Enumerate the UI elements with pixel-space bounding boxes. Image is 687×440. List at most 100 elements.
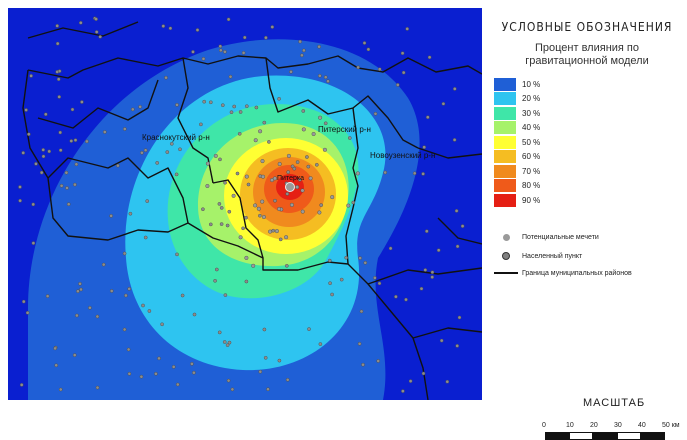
label-novouzensky: Новоузенский р-н [370,151,435,160]
settlement-point [373,276,377,280]
settlement-point [122,251,127,256]
settlement-point [394,294,398,299]
settlement-point [95,314,100,319]
mosque-point [258,129,263,134]
settlement-point [55,41,60,46]
settlement-point [227,209,232,214]
settlement-point [122,327,127,332]
settlement-point [401,389,405,393]
settlement-point [263,355,268,360]
legend-scale-label: 30 % [522,108,541,118]
settlement-point [327,258,332,263]
settlement-point [292,166,297,171]
border-line-icon [494,268,518,278]
settlement-point [422,145,427,149]
mosque-point [261,214,266,219]
legend-scale-row: 90 % [494,193,540,208]
label-krasnokutsky: Краснокутский р-н [142,133,210,142]
mosque-point [253,203,258,208]
settlement-point [351,200,356,205]
settlement-point [214,267,219,272]
settlement-point [175,252,179,257]
settlement-point [242,35,247,40]
settlement-point [58,130,63,135]
scale-tick-label: 10 [566,422,574,429]
settlement-point [317,44,321,49]
settlement-point [73,182,77,187]
legend-mosque-label: Потенциальные мечети [522,233,599,241]
settlement-point [123,127,127,131]
settlement-point [55,70,60,74]
settlement-point [202,99,206,104]
legend-subtitle: Процент влияния по гравитационной модели [492,42,682,68]
settlement-point [361,362,365,367]
settlement-point [154,371,158,376]
settlement-point [95,385,100,390]
settlement-point [128,211,133,216]
settlement-point [101,262,106,267]
settlement-point [94,30,99,34]
settlement-point [109,214,113,218]
settlement-point [445,379,450,384]
legend-settlement-label: Населенный пункт [522,252,583,260]
settlement-point [284,263,289,268]
settlement-point [359,309,364,314]
settlement-point [278,237,283,242]
scale-segment [569,432,593,440]
legend-scale-row: 80 % [494,179,540,194]
settlement-point [24,108,28,112]
legend-scale-label: 80 % [522,181,541,191]
settlement-point [217,330,222,335]
settlement-point [302,48,306,53]
legend-color-swatch [494,150,516,164]
settlement-point [244,104,249,108]
settlement-point [273,198,277,203]
settlement-point [241,51,246,55]
settlement-symbol-icon [494,251,518,261]
settlement-point [147,309,152,313]
settlement-point [143,148,148,152]
legend-scale-label: 60 % [522,152,541,162]
mosque-point [277,206,282,211]
scale-tick-label: 0 [542,422,546,429]
settlement-point [201,57,206,61]
settlement-point [25,310,30,315]
mosque-point [311,131,316,136]
settlement-point [235,171,240,176]
settlement-point [70,107,75,112]
settlement-point [65,186,69,190]
settlement-point [264,35,268,40]
settlement-point [401,70,406,75]
settlement-point [88,305,92,310]
settlement-point [388,246,393,251]
settlement-point [34,162,38,166]
mosque-point [251,263,256,268]
settlement-point [430,275,435,279]
legend-scale-label: 90 % [522,195,541,205]
settlement-point [199,122,203,127]
settlement-point [180,293,185,298]
settlement-point [425,115,430,119]
settlement-point [103,130,107,134]
settlement-point [357,341,362,346]
settlement-point [362,41,367,45]
settlement-point [289,70,293,74]
legend-color-swatch [494,77,516,91]
settlement-point [424,229,429,233]
settlement-point [290,164,295,169]
mosque-point [346,203,351,208]
settlement-point [395,83,400,87]
scale-tick-label: 30 [614,422,622,429]
settlement-point [306,164,311,169]
settlement-point [377,281,382,286]
mosque-point [260,159,265,164]
mosque-point [260,199,265,204]
settlement-point [344,255,349,260]
settlement-point [229,110,234,114]
mosque-point [253,138,258,143]
settlement-point [222,340,227,344]
settlement-point [218,48,223,53]
settlement-point [18,185,22,189]
settlement-point [439,338,444,343]
settlement-point [300,53,304,58]
